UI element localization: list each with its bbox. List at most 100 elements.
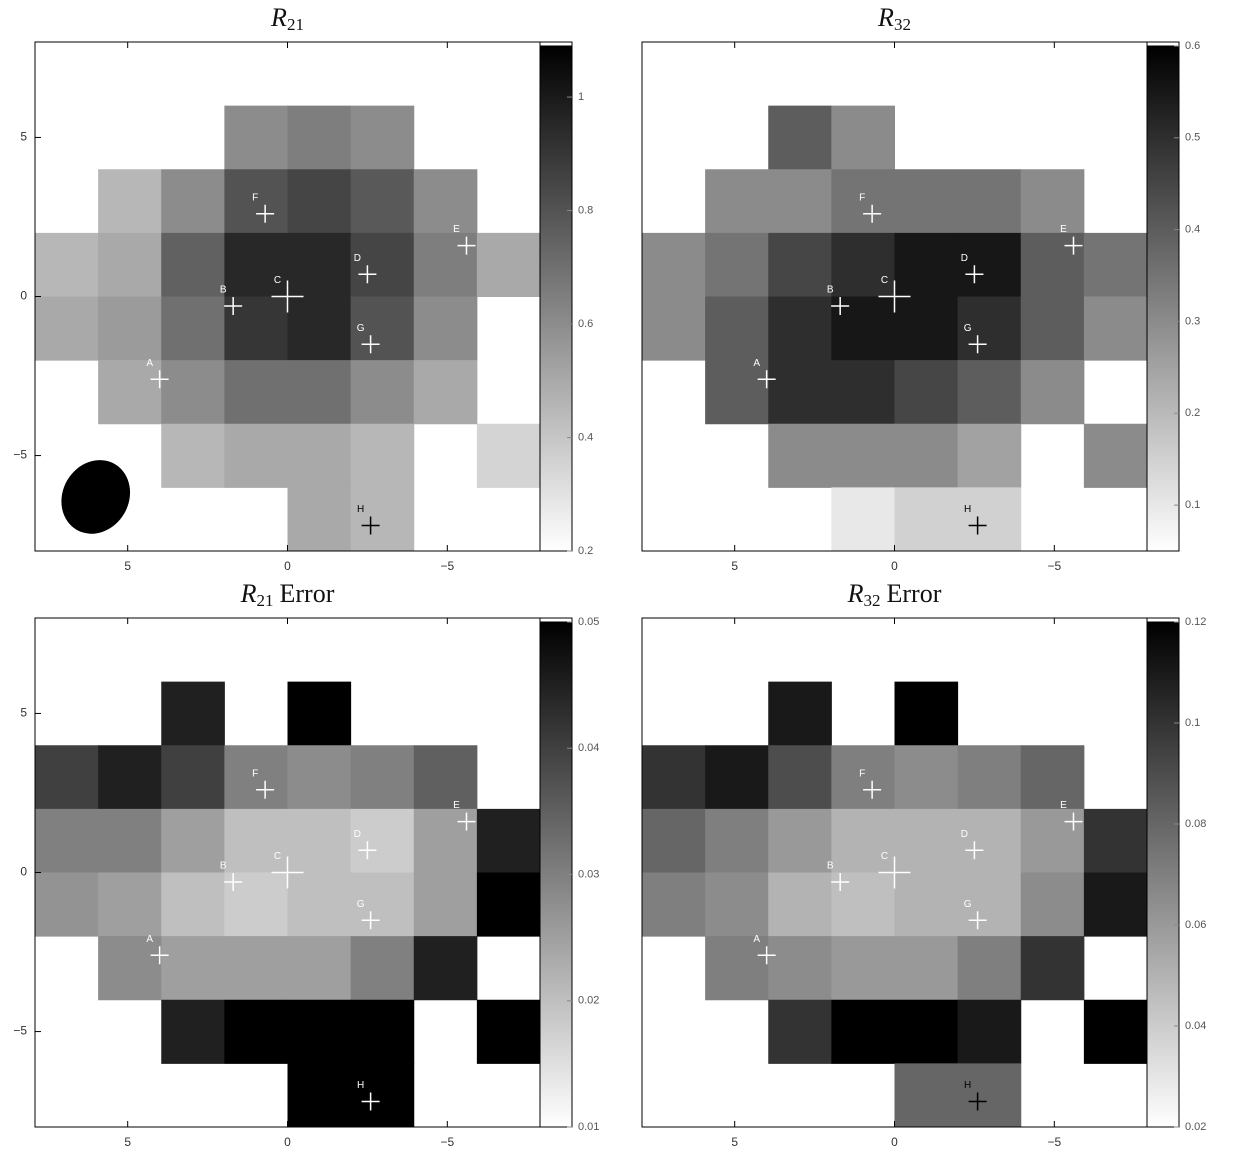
image-cell — [831, 872, 895, 937]
marker-label: E — [1060, 224, 1067, 235]
marker-label: F — [252, 192, 258, 203]
image-cell — [476, 872, 541, 937]
title-suffix: Error — [280, 579, 335, 608]
image-cell — [768, 423, 832, 488]
image-cell — [350, 1063, 415, 1128]
image-cell — [476, 808, 541, 873]
image-cell — [413, 296, 478, 361]
image-cell — [894, 745, 959, 810]
image-cell — [831, 936, 895, 1001]
image-cell — [1020, 232, 1085, 297]
colorbar-frame — [539, 617, 573, 1128]
marker-label: C — [274, 275, 281, 286]
image-cell — [831, 232, 895, 297]
x-tick-label: −5 — [440, 559, 454, 573]
marker — [271, 280, 304, 313]
image-cell — [224, 360, 288, 425]
marker — [831, 873, 850, 892]
image-cell — [957, 808, 1022, 873]
colorbar-tick-label: 0.4 — [578, 431, 593, 443]
marker-label: H — [964, 1080, 971, 1091]
image-cell — [894, 681, 959, 746]
marker-label: H — [964, 504, 971, 515]
marker-label: D — [961, 253, 968, 264]
colorbar-tick-label: 0.2 — [578, 545, 593, 557]
panel-title: R21 Error — [240, 579, 335, 610]
image-cell — [1083, 423, 1148, 488]
marker — [358, 265, 377, 284]
marker-label: A — [753, 358, 760, 369]
colorbar — [1146, 45, 1180, 552]
image-cell — [350, 745, 415, 810]
image-cell — [35, 745, 99, 810]
marker-label: F — [859, 768, 865, 779]
image-cell — [642, 232, 706, 297]
marker — [150, 946, 169, 965]
image-cell — [831, 423, 895, 488]
image-cell — [476, 423, 541, 488]
colorbar-tick-label: 0.08 — [1185, 818, 1206, 830]
image-cell — [642, 296, 706, 361]
image-cell — [831, 745, 895, 810]
image-cell — [1020, 808, 1085, 873]
colorbar-tick-label: 0.6 — [1185, 40, 1200, 52]
image-cell — [350, 808, 415, 873]
image-cell — [957, 169, 1022, 234]
image-cell — [98, 872, 162, 937]
title-subscript: 21 — [287, 15, 304, 34]
image-cell — [705, 872, 769, 937]
image-cell — [1020, 936, 1085, 1001]
colorbar-tick-label: 0.04 — [1185, 1020, 1206, 1032]
marker — [361, 1092, 380, 1111]
image-cell — [705, 360, 769, 425]
marker — [878, 280, 911, 313]
colorbar-frame — [539, 41, 573, 552]
image-cell — [705, 169, 769, 234]
image-cell — [768, 999, 832, 1064]
image-cell — [35, 872, 99, 937]
image-cell — [350, 105, 415, 170]
image-cell — [287, 808, 352, 873]
image-cell — [642, 872, 706, 937]
image-cell — [768, 232, 832, 297]
marker-label: B — [827, 861, 834, 872]
image-cell — [224, 872, 288, 937]
image-cell — [350, 936, 415, 1001]
y-tick-label: −5 — [13, 448, 27, 462]
marker-label: G — [357, 323, 365, 334]
marker-label: A — [146, 934, 153, 945]
marker-label: D — [354, 253, 361, 264]
marker-label: H — [357, 1080, 364, 1091]
marker-label: B — [220, 285, 227, 296]
image-cell — [831, 487, 895, 552]
marker-label: A — [753, 934, 760, 945]
image-cell — [224, 936, 288, 1001]
colorbar-tick-label: 0.2 — [1185, 407, 1200, 419]
colorbar-tick-label: 0.3 — [1185, 315, 1200, 327]
image-cell — [957, 999, 1022, 1064]
image-cell — [831, 105, 895, 170]
marker-label: C — [881, 851, 888, 862]
title-letter: R — [847, 579, 864, 608]
image-cell — [1020, 872, 1085, 937]
marker — [358, 841, 377, 860]
image-cell — [287, 423, 352, 488]
x-tick-label: 0 — [284, 1135, 291, 1149]
marker — [271, 856, 304, 889]
image-cell — [894, 487, 959, 552]
colorbar-tick-label: 0.02 — [1185, 1121, 1206, 1133]
image-cell — [161, 872, 225, 937]
image-cell — [413, 169, 478, 234]
image-cell — [161, 423, 225, 488]
panel-title: R32 — [877, 3, 911, 34]
image-cell — [287, 1063, 352, 1128]
image-cell — [894, 169, 959, 234]
image-cell — [350, 423, 415, 488]
image-cell — [98, 232, 162, 297]
image-cell — [350, 999, 415, 1064]
colorbar — [539, 45, 573, 552]
image-cell — [287, 296, 352, 361]
colorbar-tick-label: 0.8 — [578, 204, 593, 216]
image-cell — [287, 999, 352, 1064]
marker — [878, 856, 911, 889]
